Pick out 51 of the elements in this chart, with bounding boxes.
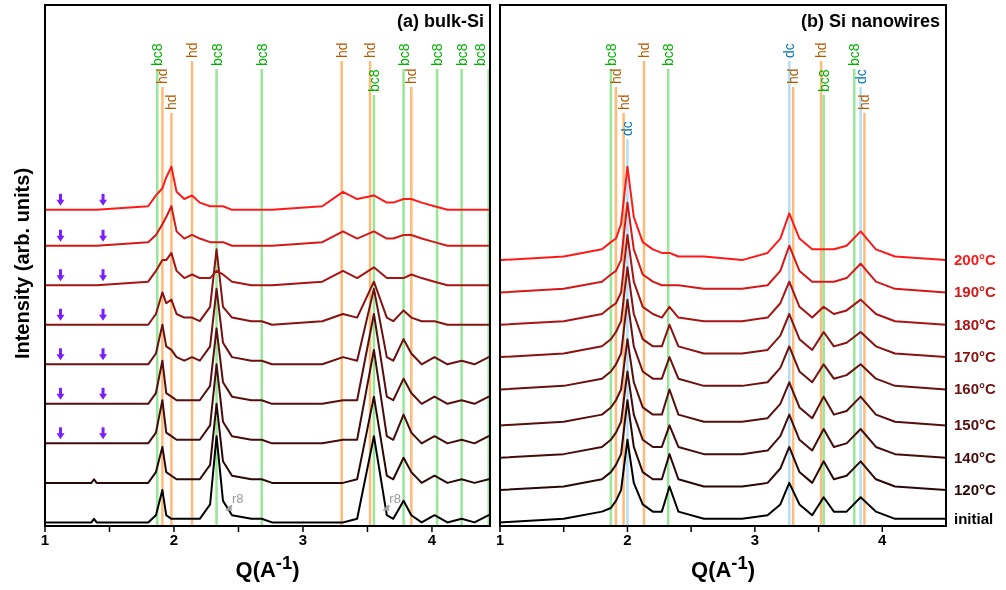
ref-line-label: dc — [852, 69, 869, 84]
ref-line-label: bc8 — [253, 43, 270, 66]
ref-line-label: hd — [184, 42, 201, 58]
x-tick-label: 3 — [298, 530, 308, 548]
ref-line-label: bc8 — [365, 69, 382, 92]
x-tick-label: 4 — [878, 530, 888, 548]
ref-line-label: hd — [163, 94, 180, 110]
x-tick-label: 1 — [40, 530, 50, 548]
chart-title: (a) bulk-Si — [396, 11, 484, 32]
series-label: 170°C — [954, 348, 997, 366]
series-label: 180°C — [954, 315, 997, 333]
series-label: 150°C — [954, 416, 997, 434]
ref-line-label: bc8 — [815, 69, 832, 92]
ref-line-label: hd — [813, 42, 830, 58]
x-tick-label: 2 — [169, 530, 179, 548]
ref-line-label: bc8 — [429, 43, 446, 66]
x-tick-label: 2 — [623, 530, 632, 548]
y-axis-title: Intensity (arb. units) — [10, 166, 34, 362]
annotation: r8 — [389, 490, 401, 506]
x-tick-label: 4 — [427, 530, 437, 548]
series-label: 200°C — [954, 251, 997, 269]
ref-line-label: dc — [781, 43, 798, 58]
x-tick-label: 3 — [750, 530, 760, 548]
ref-line-label: bc8 — [660, 43, 677, 66]
ref-line-label: bc8 — [472, 43, 488, 66]
x-tick-label: 1 — [495, 530, 505, 548]
ref-line-label: bc8 — [453, 43, 470, 66]
ref-line-label: hd — [856, 94, 873, 110]
ref-line-label: bc8 — [208, 43, 225, 66]
ref-line-label: bc8 — [602, 43, 619, 66]
ref-line-label: hd — [615, 94, 632, 110]
series-label: 190°C — [954, 283, 997, 301]
annotation: r8 — [232, 490, 244, 506]
series-label: initial — [954, 509, 994, 527]
ref-line-label: hd — [635, 42, 652, 58]
x-axis-title: Q(A$^{-1}$) — [234, 552, 301, 584]
ref-line-label: dc — [619, 121, 636, 136]
ref-line-label: hd — [333, 42, 350, 58]
ref-line-label: hd — [785, 68, 802, 84]
ref-line-label: bc8 — [149, 43, 166, 66]
series-label: 160°C — [954, 380, 997, 398]
ref-line-label: hd — [154, 68, 171, 84]
ref-line-label: bc8 — [395, 43, 412, 66]
series-label: 140°C — [954, 448, 997, 466]
x-axis-title: Q(A$^{-1}$) — [690, 552, 756, 584]
ref-line-label: bc8 — [846, 43, 863, 66]
ref-line-label: hd — [607, 68, 624, 84]
chart-title: (b) Si nanowires — [800, 11, 940, 32]
series-label: 120°C — [954, 481, 997, 499]
ref-line-label: hd — [362, 42, 379, 58]
ref-line-label: hd — [403, 68, 420, 84]
